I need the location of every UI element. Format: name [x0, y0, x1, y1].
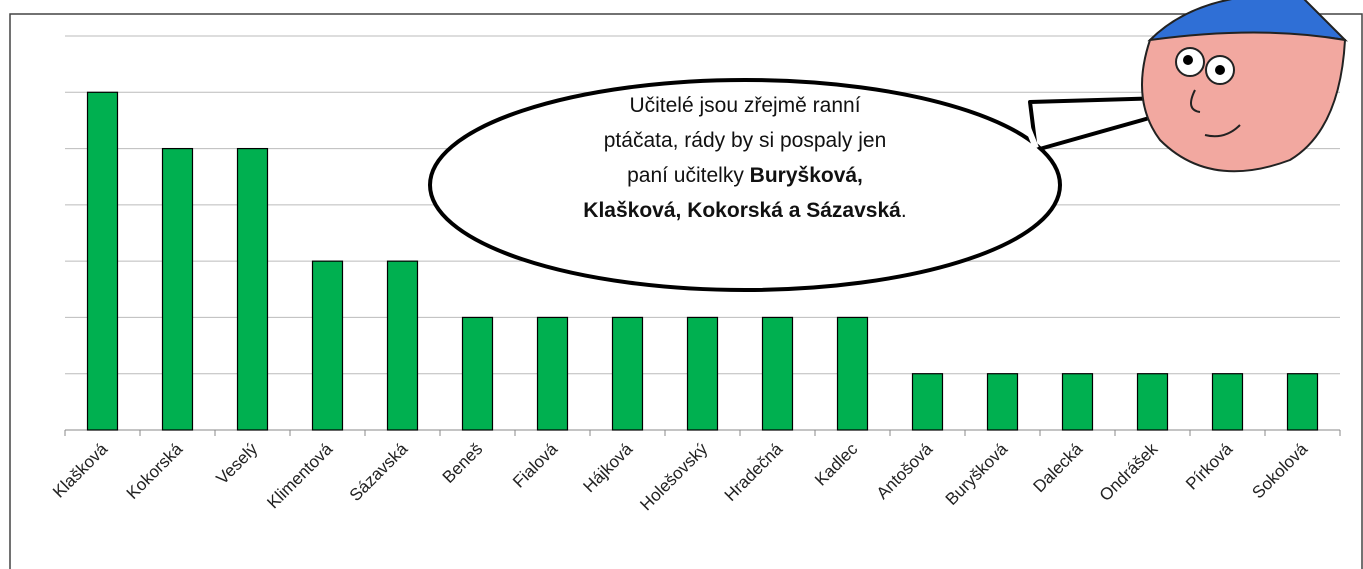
bubble-text: Učitelé jsou zřejmě ranní ptáčata, rády b… [583, 94, 906, 222]
bar [386, 260, 419, 431]
bar [761, 316, 794, 431]
bar [1061, 373, 1094, 431]
speech-bubble [428, 78, 1167, 292]
pupil [1183, 55, 1193, 65]
bar [86, 91, 119, 431]
cartoon-face [1141, 0, 1348, 173]
bar [1211, 373, 1244, 431]
bar [986, 373, 1019, 431]
bar [686, 316, 719, 431]
bubble-text-part: paní učitelky [627, 164, 750, 187]
bar [161, 147, 194, 431]
bar [311, 260, 344, 431]
nose [1190, 89, 1201, 113]
bar [611, 316, 644, 431]
bar [836, 316, 869, 431]
pupil [1215, 65, 1225, 75]
bar [1136, 373, 1169, 431]
bubble [428, 78, 1062, 292]
bubble-text-part: Učitelé jsou zřejmě ranní [629, 94, 860, 117]
mouth [1204, 124, 1241, 138]
bubble-text-part: ptáčata, rády by si pospaly jen [604, 129, 887, 152]
bar [461, 316, 494, 431]
bubble-text-part: Klašková, Kokorská a Sázavská [583, 199, 901, 222]
bubble-text-part: Buryšková, [750, 164, 863, 187]
bar [236, 147, 269, 431]
bar [1286, 373, 1319, 431]
bar [911, 373, 944, 431]
bar [536, 316, 569, 431]
bubble-text-part: . [901, 199, 907, 222]
bubble-join [1017, 106, 1039, 150]
